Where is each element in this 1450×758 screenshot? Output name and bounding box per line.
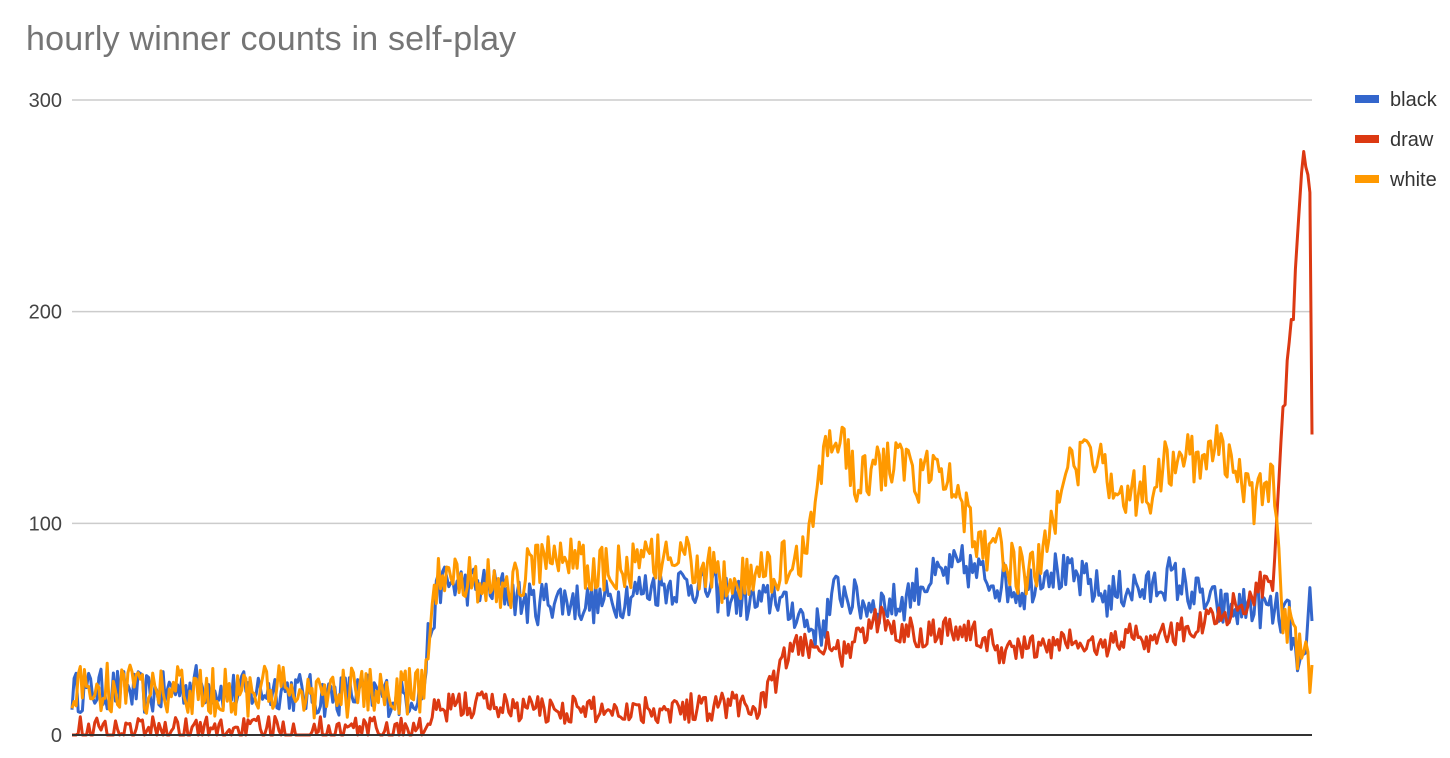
series-lines [70, 150, 1314, 737]
y-tick-label: 100 [29, 513, 62, 535]
legend-swatch-white [1355, 175, 1379, 183]
legend: black draw white [1355, 89, 1438, 191]
y-axis-tick-labels: 0 100 200 300 [29, 90, 62, 747]
legend-swatch-black [1355, 95, 1379, 103]
y-tick-label: 0 [51, 725, 62, 747]
legend-label-white: white [1389, 169, 1437, 191]
series-line-draw [72, 150, 1314, 737]
y-tick-label: 200 [29, 302, 62, 324]
gridlines [72, 99, 1312, 525]
legend-label-black: black [1390, 89, 1438, 111]
series-line-white [70, 424, 1314, 720]
legend-label-draw: draw [1390, 129, 1434, 151]
legend-swatch-draw [1355, 135, 1379, 143]
chart-title: hourly winner counts in self-play [26, 20, 517, 58]
series-line-black [70, 544, 1314, 718]
y-tick-label: 300 [29, 90, 62, 112]
